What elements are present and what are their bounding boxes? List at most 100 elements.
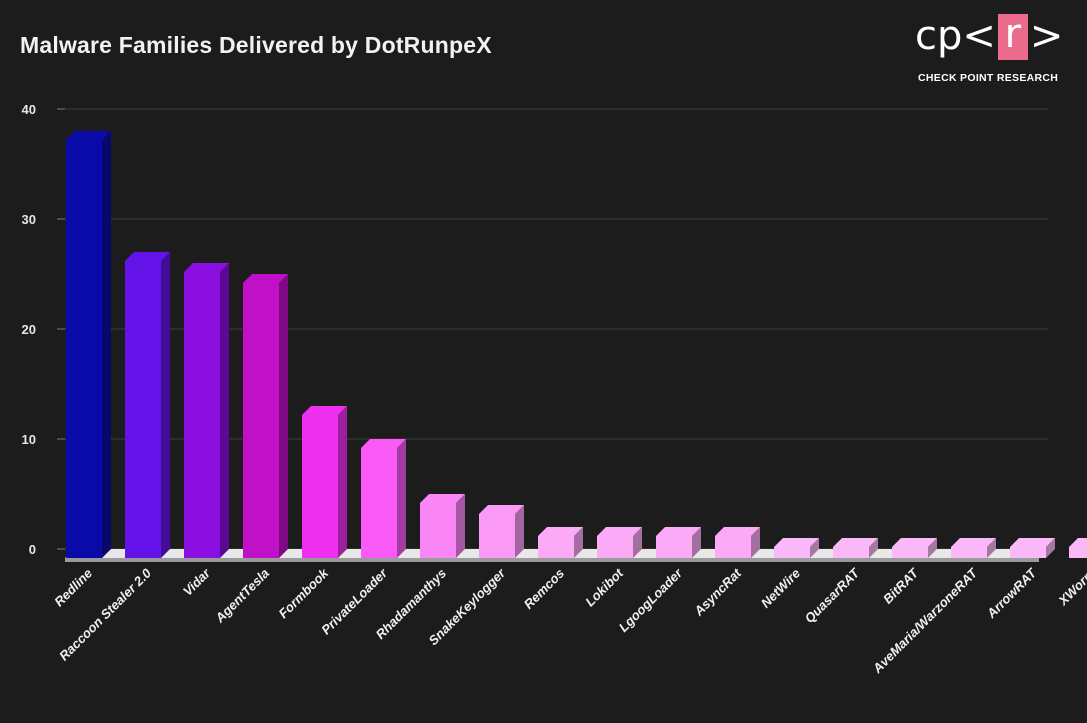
bar-top	[66, 131, 111, 140]
grid-lines	[57, 108, 1048, 550]
logo-mark: cp < r >	[915, 14, 1063, 64]
logo-cp: cp	[915, 13, 963, 59]
x-tick-label: Lokibot	[582, 565, 626, 609]
y-tick-label: 40	[22, 102, 36, 117]
bar-side	[456, 494, 465, 558]
y-tick-label: 20	[22, 322, 36, 337]
bar-top	[951, 538, 996, 547]
x-tick-label: Remcos	[521, 566, 567, 612]
bar	[420, 494, 465, 558]
bar-front	[243, 283, 279, 558]
bar-side	[338, 406, 347, 558]
bar-side	[928, 538, 937, 558]
bar	[538, 527, 583, 558]
y-axis-ticks: 0 10 20 30 40	[22, 102, 36, 557]
x-tick-label: QuasarRAT	[802, 565, 863, 626]
bar-top	[420, 494, 465, 503]
bar-top	[302, 406, 347, 415]
bar-side	[161, 252, 170, 558]
bar-top	[774, 538, 819, 547]
bar-side	[220, 263, 229, 558]
bar-top	[538, 527, 583, 536]
bar-front	[892, 547, 928, 558]
y-tick-label: 30	[22, 212, 36, 227]
bar	[951, 538, 996, 558]
bar-front	[184, 272, 220, 558]
bar-top	[1069, 538, 1087, 547]
bar-top	[1010, 538, 1055, 547]
bar-front	[715, 536, 751, 558]
bar	[184, 263, 229, 558]
bar-side	[1046, 538, 1055, 558]
bar-front	[361, 448, 397, 558]
bar	[1010, 538, 1055, 558]
floor-front	[65, 558, 1039, 562]
x-tick-label: Formbook	[276, 565, 332, 621]
y-tick-label: 0	[29, 542, 36, 557]
bar-front	[597, 536, 633, 558]
bar-top	[715, 527, 760, 536]
bar	[243, 274, 288, 558]
bar	[361, 439, 406, 558]
bar-side	[987, 538, 996, 558]
bars	[66, 131, 1087, 558]
bar	[1069, 538, 1087, 558]
logo-lt: <	[962, 13, 996, 59]
x-tick-label: Redline	[51, 566, 95, 610]
bar-front	[125, 261, 161, 558]
x-tick-label: AsyncRat	[690, 565, 744, 619]
bar-front	[774, 547, 810, 558]
bar-side	[574, 527, 583, 558]
bar-front	[66, 140, 102, 558]
bar-top	[833, 538, 878, 547]
bar-top	[184, 263, 229, 272]
bar-side	[102, 131, 111, 558]
check-point-research-logo: cp < r > CHECK POINT RESEARCH	[912, 8, 1063, 88]
bar	[656, 527, 701, 558]
bar	[597, 527, 642, 558]
logo-tagline: CHECK POINT RESEARCH	[918, 72, 1059, 84]
bar-front	[1010, 547, 1046, 558]
bar-front	[833, 547, 869, 558]
x-tick-label: ArrowRAT	[983, 565, 1040, 622]
bar	[125, 252, 170, 558]
bar-side	[633, 527, 642, 558]
bar	[892, 538, 937, 558]
bar-side	[692, 527, 701, 558]
bar-top	[597, 527, 642, 536]
bar-front	[479, 514, 515, 558]
bar-front	[420, 503, 456, 558]
x-tick-label: AgentTesla	[212, 566, 273, 627]
y-tick-label: 10	[22, 432, 36, 447]
bar-side	[279, 274, 288, 558]
bar-front	[302, 415, 338, 558]
bar	[833, 538, 878, 558]
x-tick-label: XWorm	[1055, 565, 1087, 609]
bar-side	[810, 538, 819, 558]
logo-gt: >	[1029, 13, 1064, 59]
x-tick-label: BitRAT	[880, 565, 922, 607]
bar-side	[869, 538, 878, 558]
bar-front	[656, 536, 692, 558]
chart-title: Malware Families Delivered by DotRunpeX	[20, 32, 492, 58]
bar-top	[361, 439, 406, 448]
x-tick-label: LgoogLoader	[616, 565, 686, 635]
bar-top	[892, 538, 937, 547]
bar	[66, 131, 111, 558]
x-tick-label: Vidar	[180, 565, 214, 599]
bar-side	[397, 439, 406, 558]
bar-top	[479, 505, 524, 514]
bar-side	[515, 505, 524, 558]
x-tick-label: AveMaria/WarzoneRAT	[869, 565, 981, 677]
bar-top	[125, 252, 170, 261]
bar-front	[1069, 547, 1087, 558]
bar-front	[538, 536, 574, 558]
bar	[479, 505, 524, 558]
bar	[774, 538, 819, 558]
bar-side	[751, 527, 760, 558]
bar-top	[243, 274, 288, 283]
bar	[302, 406, 347, 558]
logo-r-box: r	[997, 14, 1028, 60]
